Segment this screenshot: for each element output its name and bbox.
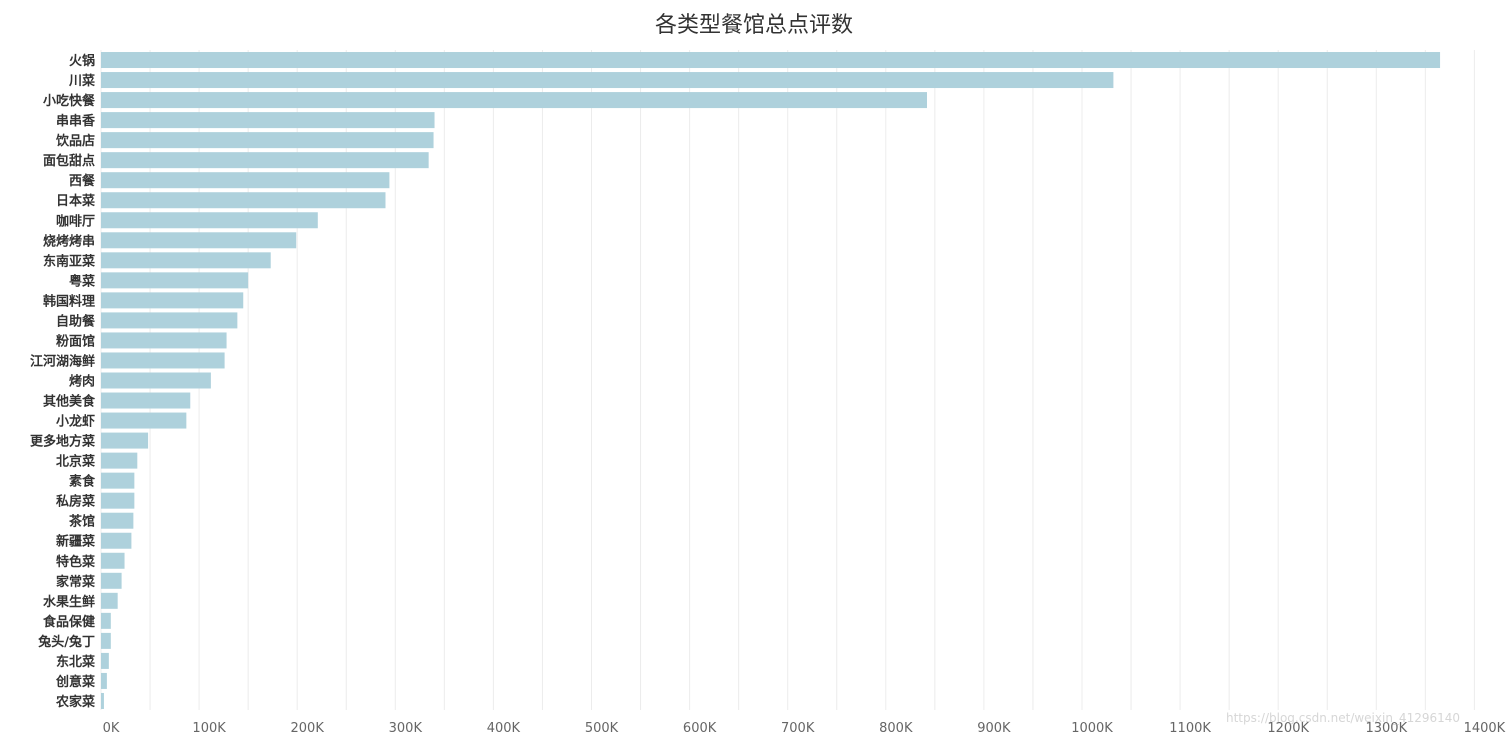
bar xyxy=(101,532,132,549)
category-label: 创意菜 xyxy=(55,674,95,690)
bar xyxy=(101,332,227,349)
x-tick-label: 100K xyxy=(192,721,226,736)
category-label: 饮品店 xyxy=(55,133,95,149)
x-tick-label: 1400K xyxy=(1464,721,1506,736)
bar xyxy=(101,512,134,529)
bar xyxy=(101,392,191,409)
chart-title: 各类型餐馆总点评数 xyxy=(655,13,853,38)
bar xyxy=(101,472,135,489)
x-tick-label: 700K xyxy=(781,721,815,736)
x-tick-label: 1200K xyxy=(1267,721,1309,736)
category-label: 小龙虾 xyxy=(56,414,95,430)
x-tick-label: 400K xyxy=(487,721,521,736)
x-tick-label: 900K xyxy=(977,721,1011,736)
x-tick-label: 800K xyxy=(879,721,913,736)
category-label: 西餐 xyxy=(69,173,96,189)
bar xyxy=(101,132,434,149)
x-tick-label: 300K xyxy=(389,721,423,736)
category-label: 素食 xyxy=(69,474,96,490)
category-label: 水果生鲜 xyxy=(43,594,95,610)
bar xyxy=(101,672,107,689)
category-label: 新疆菜 xyxy=(56,534,95,550)
category-label: 茶馆 xyxy=(69,514,95,530)
bar xyxy=(101,312,238,329)
category-label: 江河湖海鲜 xyxy=(30,353,95,369)
x-tick-label: 500K xyxy=(585,721,619,736)
x-tick-label: 600K xyxy=(683,721,717,736)
category-labels: 火锅川菜小吃快餐串串香饮品店面包甜点西餐日本菜咖啡厅烧烤烤串东南亚菜粤菜韩国料理… xyxy=(30,53,96,710)
bar xyxy=(101,372,211,389)
bar xyxy=(101,292,244,309)
category-label: 串串香 xyxy=(56,113,96,129)
bar xyxy=(101,632,111,649)
x-tick-label: 0K xyxy=(103,721,120,736)
x-tick-label: 1000K xyxy=(1071,721,1113,736)
bar xyxy=(101,412,187,429)
bar xyxy=(101,92,928,109)
category-label: 咖啡厅 xyxy=(56,213,95,229)
bar xyxy=(101,152,429,169)
category-label: 粤菜 xyxy=(69,273,95,289)
bar xyxy=(101,272,249,289)
bar xyxy=(101,692,104,709)
category-label: 食品保健 xyxy=(43,614,95,630)
category-label: 日本菜 xyxy=(56,193,95,209)
category-label: 烧烤烤串 xyxy=(43,233,95,249)
bars xyxy=(101,52,1441,709)
bar xyxy=(101,452,138,469)
bar xyxy=(101,432,149,449)
category-label: 面包甜点 xyxy=(43,153,95,169)
category-label: 烤肉 xyxy=(69,373,95,389)
x-tick-label: 1100K xyxy=(1169,721,1211,736)
category-label: 特色菜 xyxy=(56,554,95,570)
bar xyxy=(101,592,118,609)
x-tick-label: 1300K xyxy=(1365,721,1407,736)
bar xyxy=(101,232,297,249)
bar xyxy=(101,352,225,369)
x-tick-label: 200K xyxy=(291,721,325,736)
bar xyxy=(101,192,386,209)
bar xyxy=(101,112,435,129)
bar xyxy=(101,612,111,629)
gridlines xyxy=(100,50,1475,710)
category-label: 小吃快餐 xyxy=(43,93,96,109)
category-label: 更多地方菜 xyxy=(30,434,95,450)
category-label: 东北菜 xyxy=(56,654,95,670)
bar xyxy=(101,52,1441,69)
bar xyxy=(101,212,318,229)
category-label: 农家菜 xyxy=(55,694,95,710)
watermark: https://blog.csdn.net/weixin_41296140 xyxy=(1226,711,1461,725)
category-label: 火锅 xyxy=(69,53,95,69)
category-label: 自助餐 xyxy=(56,313,96,329)
bar xyxy=(101,252,271,269)
bar xyxy=(101,72,1114,89)
category-label: 家常菜 xyxy=(56,574,95,590)
bar xyxy=(101,172,390,189)
category-label: 其他美食 xyxy=(43,394,96,410)
category-label: 韩国料理 xyxy=(43,293,95,309)
category-label: 东南亚菜 xyxy=(43,253,95,269)
category-label: 北京菜 xyxy=(56,454,95,470)
x-axis-ticks: 0K 100K 200K 300K 400K 500K 600K 700K 800K 900K 10… xyxy=(103,721,1506,736)
bar xyxy=(101,652,109,669)
category-label: 兔头/兔丁 xyxy=(37,634,95,650)
bar xyxy=(101,552,125,569)
category-label: 川菜 xyxy=(68,73,95,89)
bar xyxy=(101,572,122,589)
bar xyxy=(101,492,135,509)
category-label: 私房菜 xyxy=(56,494,95,510)
category-label: 粉面馆 xyxy=(56,333,95,349)
